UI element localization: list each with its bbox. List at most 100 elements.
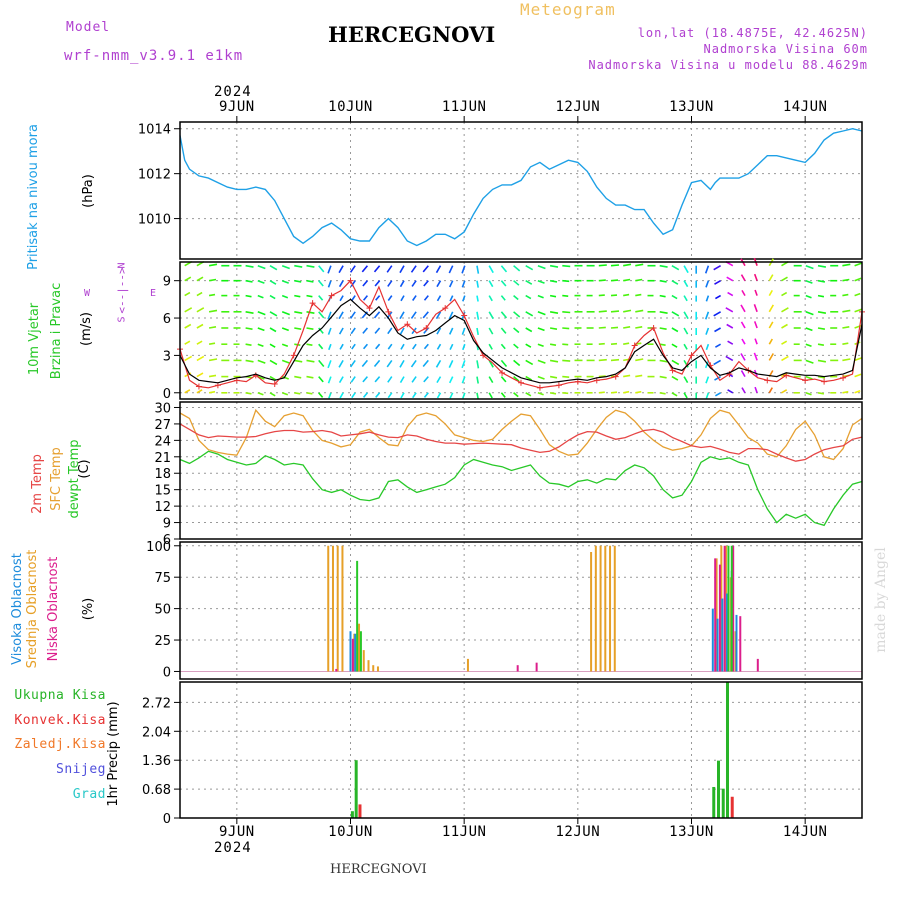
- wind-direction-barb: [781, 276, 788, 282]
- wind-direction-barb: [705, 295, 710, 302]
- wind-gust-marker: [518, 379, 524, 386]
- bottom-day-label: 13JUN: [669, 824, 714, 840]
- wind-direction-barb: [562, 279, 570, 283]
- wind-direction-barb: [817, 264, 827, 268]
- cloud-ytick-label: 25: [154, 634, 171, 649]
- wind-direction-barb: [281, 327, 289, 332]
- wind-direction-barb: [423, 295, 429, 301]
- pressure-panel-bg: [180, 122, 862, 259]
- wind-direction-barb: [598, 391, 605, 394]
- wind-gust-marker: [328, 292, 335, 299]
- wind-direction-barb: [184, 355, 193, 362]
- wind-direction-barb: [269, 265, 278, 271]
- wind-direction-barb: [461, 327, 466, 335]
- wind-direction-barb: [659, 359, 668, 363]
- wind-direction-barb: [269, 392, 276, 397]
- wind-panel-border: [179, 261, 863, 400]
- wind-direction-barb: [257, 359, 266, 364]
- wind-direction-barb: [683, 327, 689, 335]
- wind-direction-barb: [476, 265, 480, 274]
- wind-direction-barb: [727, 389, 734, 394]
- wind-direction-barb: [635, 326, 643, 329]
- wind-direction-barb: [422, 311, 429, 319]
- wind-direction-barb: [671, 327, 679, 333]
- bottom-day-label: 10JUN: [328, 824, 373, 840]
- wind-direction-barb: [196, 307, 205, 313]
- temp-ytick-label: 15: [154, 484, 171, 499]
- wind-direction-barb: [462, 295, 466, 302]
- wind-direction-barb: [659, 327, 667, 330]
- temp-panel-border: [179, 401, 863, 540]
- wind-direction-barb: [805, 343, 812, 348]
- wind-direction-barb: [513, 343, 519, 349]
- wind-direction-barb: [726, 323, 734, 329]
- wind-direction-barb: [423, 376, 429, 383]
- wind-direction-barb: [399, 359, 405, 368]
- wind-direction-barb: [184, 276, 192, 282]
- wind-direction-barb: [306, 392, 313, 395]
- wind-direction-barb: [598, 294, 605, 297]
- wind-direction-barb: [476, 280, 479, 288]
- wind-direction-barb: [208, 293, 216, 297]
- wind-direction-barb: [817, 327, 826, 330]
- wind-direction-barb: [740, 304, 746, 313]
- wind-direction-barb: [257, 264, 266, 270]
- wind-direction-barb: [659, 279, 667, 283]
- wind-direction-barb: [781, 307, 789, 313]
- wind-gust-marker: [195, 383, 202, 390]
- wind-direction-barb: [386, 265, 393, 273]
- wind-direction-barb: [753, 352, 758, 361]
- wind-direction-barb: [713, 359, 722, 366]
- wind-direction-barb: [436, 295, 442, 302]
- wind-direction-barb: [562, 375, 570, 378]
- wind-direction-barb: [436, 376, 442, 384]
- wind-direction-barb: [351, 295, 356, 301]
- wind-gust-marker: [536, 384, 543, 391]
- wind-ytick-label: 0: [163, 387, 171, 402]
- cloud-panel-border: [179, 541, 863, 680]
- wind-direction-barb: [623, 309, 632, 313]
- wind-direction-barb: [671, 375, 679, 381]
- wind-direction-barb: [306, 343, 313, 346]
- wind-direction-barb: [598, 358, 607, 362]
- wind-direction-barb: [623, 326, 631, 329]
- wind-direction-barb: [671, 343, 678, 348]
- temp-panel-bg: [180, 402, 862, 539]
- wind-direction-barb: [683, 311, 689, 320]
- wind-direction-barb: [562, 392, 569, 395]
- wind-direction-barb: [208, 263, 218, 267]
- wind-direction-barb: [610, 310, 620, 313]
- wind-direction-barb: [549, 375, 558, 379]
- wind-direction-barb: [854, 292, 861, 297]
- wind-direction-barb: [423, 343, 429, 350]
- wind-direction-barb: [537, 294, 544, 299]
- wind-direction-barb: [245, 343, 252, 346]
- cloud-ytick-label: 0: [163, 665, 171, 680]
- wind-direction-barb: [294, 327, 302, 330]
- wind-direction-barb: [513, 294, 519, 301]
- cloud-ytick-label: 100: [146, 540, 171, 555]
- legend-graupel: Grad: [72, 787, 106, 802]
- wind-direction-barb: [659, 375, 667, 379]
- wind-direction-barb: [725, 307, 734, 313]
- wind-direction-barb: [350, 280, 356, 287]
- wind-direction-barb: [327, 360, 332, 369]
- wind-direction-barb: [500, 376, 507, 383]
- precip-ytick-label: 0: [163, 812, 171, 827]
- wind-direction-barb: [842, 309, 851, 313]
- wind-gust-marker: [555, 382, 562, 389]
- wind-direction-barb: [448, 360, 454, 368]
- wind-direction-barb: [562, 359, 571, 362]
- wind-direction-barb: [423, 392, 429, 398]
- wind-direction-barb: [449, 392, 454, 399]
- wind-direction-barb: [318, 280, 324, 287]
- wind-direction-barb: [373, 265, 381, 273]
- temp-ytick-label: 9: [163, 517, 171, 532]
- wind-direction-barb: [781, 355, 789, 362]
- wind-direction-barb: [281, 311, 290, 316]
- wind-direction-barb: [435, 359, 442, 368]
- wind-direction-barb: [349, 265, 356, 273]
- wind-direction-barb: [781, 340, 788, 345]
- wind-ytick-label: 9: [163, 275, 171, 290]
- wind-direction-barb: [500, 392, 506, 398]
